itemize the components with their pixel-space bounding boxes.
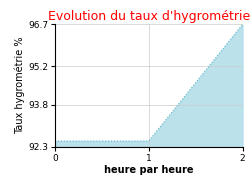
X-axis label: heure par heure: heure par heure (104, 165, 194, 175)
Title: Evolution du taux d'hygrométrie: Evolution du taux d'hygrométrie (48, 10, 250, 23)
Y-axis label: Taux hygrométrie %: Taux hygrométrie % (15, 37, 25, 134)
